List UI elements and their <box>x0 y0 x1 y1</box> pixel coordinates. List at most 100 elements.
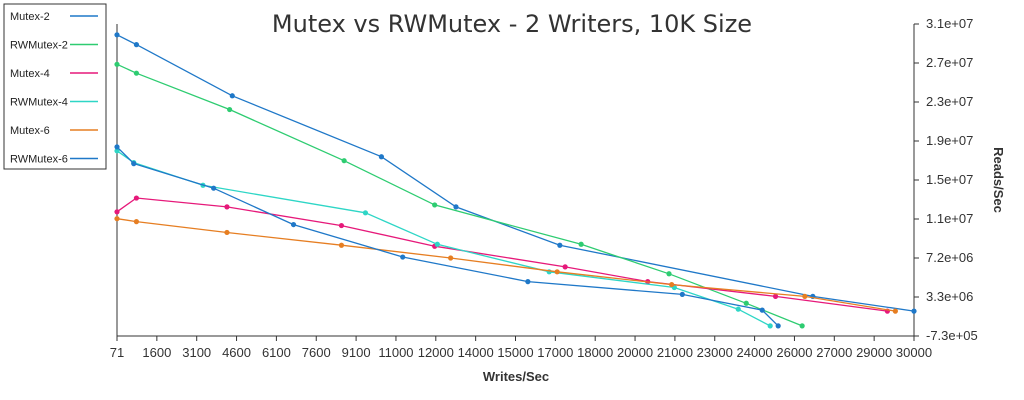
data-point <box>229 93 235 99</box>
data-point <box>557 242 563 248</box>
x-tick-label: 1600 <box>142 345 171 360</box>
legend-item[interactable]: RWMutex-2 <box>10 40 98 52</box>
x-tick-label: 29000 <box>856 345 892 360</box>
data-point <box>114 209 120 215</box>
legend-item[interactable]: Mutex-2 <box>10 11 98 23</box>
data-point <box>227 106 233 113</box>
x-tick-label: 15000 <box>497 345 533 360</box>
y-tick-label: 2.7e+07 <box>926 55 973 70</box>
series-line <box>116 150 771 327</box>
x-axis-ticks: 71 1600 3100 4600 6100 7600 9100 11000 12000 1400… <box>110 336 932 360</box>
data-point <box>114 216 120 222</box>
y-tick-label: 1.5e+07 <box>926 172 973 187</box>
data-point <box>448 255 454 261</box>
chart-title: Mutex vs RWMutex - 2 Writers, 10K Size <box>272 10 752 38</box>
x-tick-label: 11000 <box>378 345 413 360</box>
x-axis-title: Writes/Sec <box>483 369 549 384</box>
legend[interactable]: Mutex-2 RWMutex-2 Mutex-4 RWMutex-4 Mutex-6 R… <box>3 3 107 170</box>
x-tick-label: 27000 <box>816 345 852 360</box>
legend-item[interactable]: RWMutex-6 <box>10 154 98 166</box>
y-tick-label: 1.9e+07 <box>926 133 973 148</box>
series-layer <box>114 32 917 329</box>
x-tick-label: 3100 <box>182 345 211 360</box>
data-point <box>562 264 568 270</box>
data-point <box>735 306 741 312</box>
data-point <box>679 291 685 298</box>
data-point <box>133 195 140 201</box>
x-tick-label: 20000 <box>617 345 653 360</box>
data-point <box>525 279 531 285</box>
data-point <box>133 42 140 48</box>
legend-label: RWMutex-2 <box>10 40 68 52</box>
data-point <box>666 271 672 277</box>
series-mutex-4 <box>114 195 890 314</box>
x-tick-label: 6100 <box>262 345 291 360</box>
data-point <box>767 323 773 329</box>
data-point <box>341 158 347 164</box>
data-point <box>114 61 120 67</box>
y-axis-title: Reads/Sec <box>991 147 1006 213</box>
x-tick-label: 24000 <box>737 345 773 360</box>
x-tick-label: 30000 <box>896 345 932 360</box>
axes <box>116 24 915 337</box>
series-line <box>116 34 915 312</box>
data-point <box>378 154 385 160</box>
series-mutex-2 <box>114 32 917 314</box>
y-axis-ticks: 3.1e+07 2.7e+07 2.3e+07 1.9e+07 1.5e+07 1.1e+… <box>914 16 978 343</box>
series-line <box>116 146 779 327</box>
series-line <box>116 197 888 312</box>
data-point <box>434 241 440 247</box>
data-point <box>224 229 230 236</box>
y-tick-label: -7.3e+05 <box>926 328 978 343</box>
x-tick-label: 7600 <box>302 345 331 360</box>
legend-label: Mutex-4 <box>10 68 50 80</box>
series-rwmutex-6 <box>114 144 781 329</box>
y-tick-label: 7.2e+06 <box>926 250 973 265</box>
data-point <box>400 254 406 260</box>
legend-label: Mutex-2 <box>10 11 50 23</box>
legend-label: RWMutex-6 <box>10 154 68 166</box>
data-point <box>362 210 369 216</box>
x-tick-label: 71 <box>110 345 124 360</box>
x-tick-label: 12000 <box>418 345 454 360</box>
data-point <box>669 281 675 288</box>
legend-item[interactable]: RWMutex-4 <box>10 97 98 109</box>
legend-item[interactable]: Mutex-6 <box>10 125 98 137</box>
data-point <box>799 323 805 329</box>
x-tick-label: 14000 <box>458 345 494 360</box>
series-rwmutex-4 <box>114 148 773 329</box>
x-tick-label: 21000 <box>657 345 693 360</box>
series-rwmutex-2 <box>114 61 805 329</box>
legend-label: Mutex-6 <box>10 125 50 137</box>
legend-box <box>3 3 107 170</box>
data-point <box>131 161 137 167</box>
y-tick-label: 1.1e+07 <box>926 211 973 226</box>
data-point <box>432 202 438 208</box>
data-point <box>133 219 140 225</box>
data-point <box>290 221 297 228</box>
data-point <box>802 293 808 299</box>
series-mutex-6 <box>114 216 898 314</box>
legend-item[interactable]: Mutex-4 <box>10 68 98 80</box>
x-tick-label: 26000 <box>776 345 812 360</box>
y-tick-label: 2.3e+07 <box>926 94 973 109</box>
data-point <box>453 204 459 210</box>
y-tick-label: 3.3e+06 <box>926 289 973 304</box>
data-point <box>338 222 345 229</box>
x-tick-label: 23000 <box>697 345 733 360</box>
data-point <box>114 32 120 38</box>
data-point <box>211 185 217 191</box>
data-point <box>892 308 898 314</box>
data-point <box>224 204 230 210</box>
x-tick-label: 17000 <box>537 345 573 360</box>
legend-label: RWMutex-4 <box>10 97 68 109</box>
data-point <box>772 293 779 299</box>
data-point <box>114 144 120 150</box>
data-point <box>775 323 781 329</box>
x-tick-label: 4600 <box>222 345 251 360</box>
y-tick-label: 3.1e+07 <box>926 16 973 31</box>
data-point <box>759 307 765 313</box>
data-point <box>554 269 560 275</box>
data-point <box>911 308 917 314</box>
data-point <box>338 242 345 248</box>
